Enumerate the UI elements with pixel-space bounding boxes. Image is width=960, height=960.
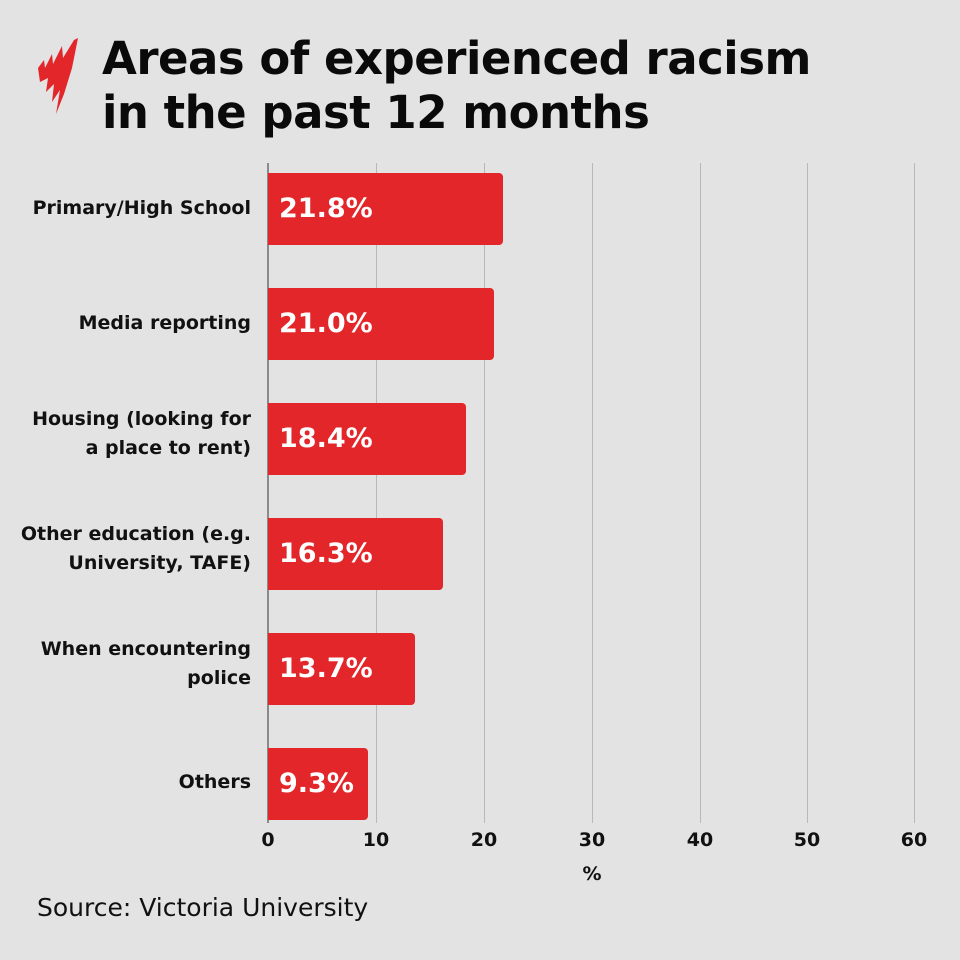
bar-police: 13.7% (268, 633, 415, 705)
bar-value-label: 18.4% (279, 423, 373, 454)
category-label: When encountering police (40, 638, 251, 689)
x-tick-label: 60 (900, 829, 928, 851)
title-line-2: in the past 12 months (102, 86, 650, 139)
x-tick-label: 30 (578, 829, 606, 851)
sbs-logo-icon (38, 38, 78, 114)
bar-others: 9.3% (268, 748, 368, 820)
bar-housing: 18.4% (268, 403, 466, 475)
category-label: Primary/High School (32, 197, 251, 219)
category-label: Other education (e.g. University, TAFE) (20, 523, 251, 574)
x-tick-label: 40 (686, 829, 714, 851)
chart-title: Areas of experienced racism in the past … (102, 32, 811, 140)
x-axis-label: % (582, 863, 602, 885)
category-label: Media reporting (78, 312, 251, 334)
gridline-40 (700, 163, 701, 823)
bar-value-label: 9.3% (279, 768, 354, 799)
x-tick-label: 10 (362, 829, 390, 851)
bar-value-label: 13.7% (279, 653, 373, 684)
category-label: Housing (looking for a place to rent) (32, 408, 251, 459)
title-line-1: Areas of experienced racism (102, 32, 811, 85)
y-axis-line (267, 163, 269, 823)
gridline-10 (376, 163, 377, 823)
bar-value-label: 16.3% (279, 538, 373, 569)
bar-value-label: 21.8% (279, 193, 373, 224)
category-label: Others (178, 771, 251, 793)
x-tick-label: 20 (470, 829, 498, 851)
gridline-20 (484, 163, 485, 823)
bar-primary-high-school: 21.8% (268, 173, 503, 245)
bar-other-education: 16.3% (268, 518, 443, 590)
bar-media-reporting: 21.0% (268, 288, 494, 360)
gridline-60 (914, 163, 915, 823)
source-note: Source: Victoria University (37, 893, 369, 922)
gridline-30 (592, 163, 593, 823)
x-tick-label: 0 (261, 829, 275, 851)
gridline-50 (807, 163, 808, 823)
bar-value-label: 21.0% (279, 308, 373, 339)
x-tick-label: 50 (793, 829, 821, 851)
